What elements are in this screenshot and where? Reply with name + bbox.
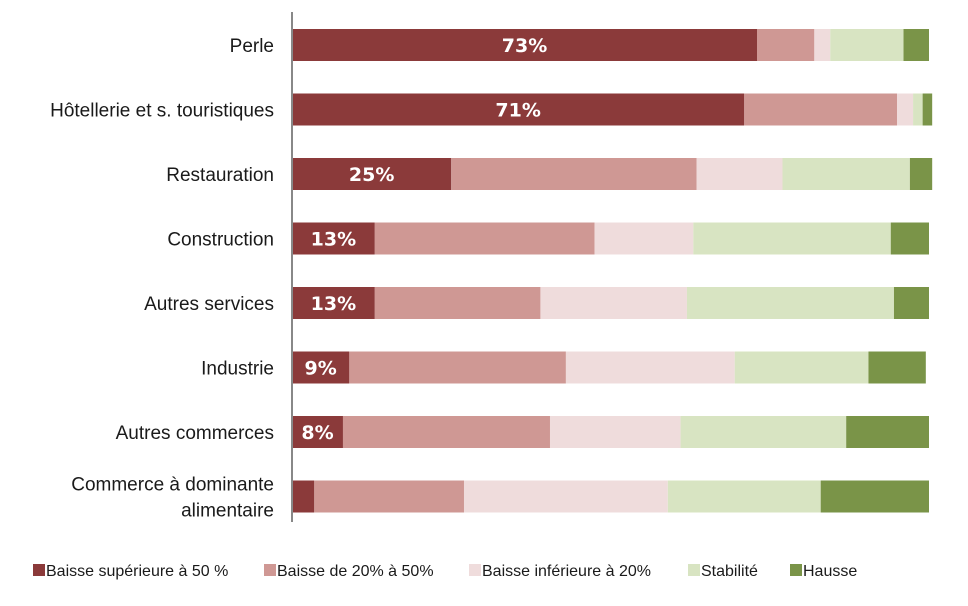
bar-segment-3-0 [292,222,375,255]
legend-label-0: Baisse supérieure à 50 % [46,563,228,580]
bar-segment-4-4 [893,287,929,319]
category-label-1: Hôtellerie et s. touristiques [50,101,274,122]
bar-segment-4-0 [292,287,375,319]
legend-swatch-3 [688,564,700,576]
bar-segment-7-4 [820,480,929,513]
legend-swatch-4 [790,564,802,576]
category-label-4: Autres services [144,294,274,315]
bar-segment-0-4 [903,29,929,61]
bar-segment-0-2 [814,29,831,61]
category-label-5: Industrie [201,359,274,380]
bar-segment-3-1 [374,222,595,255]
bar-segment-0-1 [757,29,815,61]
bar-segment-3-2 [594,222,694,255]
bar-segment-6-0 [292,416,343,448]
legend-swatch-2 [469,564,481,576]
data-label-0: 73% [502,35,547,57]
data-label-4: 13% [311,293,356,315]
data-label-2: 25% [349,164,394,186]
bar-segment-2-2 [696,158,783,190]
category-label-2: Restauration [166,165,274,186]
legend-label-1: Baisse de 20% à 50% [277,563,434,580]
bar-segment-7-3 [667,480,821,513]
legend-label-2: Baisse inférieure à 20% [482,563,651,580]
bar-segment-7-0 [292,480,315,513]
category-label-0: Perle [230,36,274,57]
legend-label-4: Hausse [803,563,857,580]
bar-segment-3-3 [693,222,891,255]
legend-swatch-1 [264,564,276,576]
bar-segment-2-0 [292,158,452,190]
legend-swatch-0 [33,564,45,576]
bar-segment-0-0 [292,29,758,61]
bar-segment-1-2 [897,93,914,126]
bar-segment-6-1 [342,416,550,448]
bar-segment-2-3 [782,158,910,190]
category-label-7-line-0: Commerce à dominante [71,475,274,496]
bar-segment-7-1 [314,480,464,513]
bar-segment-5-1 [349,351,566,384]
bar-segment-1-3 [913,93,923,126]
bar-segment-5-3 [734,351,869,384]
bar-segment-5-2 [565,351,735,384]
bar-segment-2-1 [451,158,697,190]
legend-label-3: Stabilité [701,563,758,580]
bar-segment-6-3 [680,416,847,448]
category-label-7-line-1: alimentaire [181,501,274,522]
bar-segment-0-3 [830,29,904,61]
bars-group: 73% 71% 25% 13% 13% 9% 8% [292,29,933,513]
category-label-3: Construction [167,230,274,251]
bar-segment-4-3 [686,287,894,319]
bar-segment-1-4 [922,93,933,126]
bar-segment-7-2 [463,480,668,513]
bar-segment-4-2 [540,287,687,319]
category-label-6: Autres commerces [116,423,274,444]
bar-segment-6-2 [549,416,681,448]
data-label-6: 8% [301,422,333,444]
bar-segment-5-4 [868,351,926,384]
category-labels: Perle Hôtellerie et s. touristiques Restau… [50,36,274,522]
bar-segment-6-4 [846,416,929,448]
bar-segment-1-1 [744,93,898,126]
bar-segment-3-4 [890,222,929,255]
data-label-5: 9% [305,358,337,380]
legend: Baisse supérieure à 50 % Baisse de 20% à … [33,563,857,580]
bar-segment-4-1 [374,287,541,319]
bar-segment-2-4 [909,158,933,190]
bar-segment-1-0 [292,93,745,126]
bar-segment-5-0 [292,351,350,384]
data-label-3: 13% [311,229,356,251]
data-label-1: 71% [495,100,540,122]
